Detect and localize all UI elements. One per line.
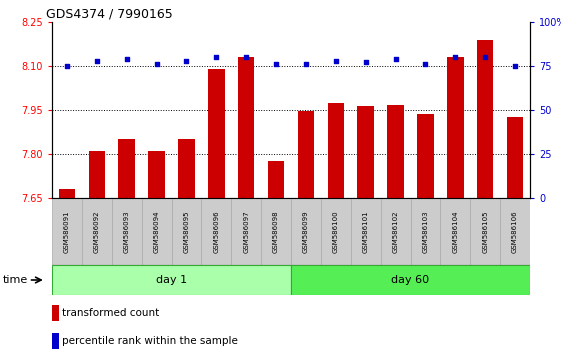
Point <box>481 55 490 60</box>
Text: GSM586104: GSM586104 <box>452 210 458 253</box>
Text: percentile rank within the sample: percentile rank within the sample <box>62 336 238 346</box>
Point <box>391 56 400 62</box>
Bar <box>380 198 411 265</box>
Text: GSM586101: GSM586101 <box>363 210 369 253</box>
Text: day 60: day 60 <box>392 275 430 285</box>
Bar <box>59 189 75 198</box>
Point <box>62 63 71 69</box>
Point <box>421 61 430 67</box>
Point <box>242 55 251 60</box>
Text: GSM586093: GSM586093 <box>123 210 130 253</box>
Bar <box>470 198 500 265</box>
Text: GSM586100: GSM586100 <box>333 210 339 253</box>
Text: GSM586092: GSM586092 <box>94 210 100 253</box>
Text: transformed count: transformed count <box>62 308 159 318</box>
Text: GSM586096: GSM586096 <box>213 210 219 253</box>
Text: GDS4374 / 7990165: GDS4374 / 7990165 <box>47 7 173 20</box>
Bar <box>268 161 284 198</box>
Bar <box>500 198 530 265</box>
Bar <box>507 117 523 198</box>
Bar <box>351 198 380 265</box>
Text: GSM586098: GSM586098 <box>273 210 279 253</box>
Bar <box>52 306 59 320</box>
Bar <box>417 114 434 198</box>
Bar <box>387 105 404 198</box>
Bar <box>118 139 135 198</box>
Bar <box>89 151 105 198</box>
Bar <box>411 198 440 265</box>
Bar <box>82 198 112 265</box>
Point <box>332 58 341 64</box>
Bar <box>291 265 530 295</box>
Point <box>451 55 460 60</box>
Text: time: time <box>3 275 28 285</box>
Bar <box>208 69 224 198</box>
Text: GSM586103: GSM586103 <box>422 210 429 253</box>
Bar <box>112 198 141 265</box>
Bar <box>141 198 172 265</box>
Bar <box>201 198 231 265</box>
Bar <box>477 40 494 198</box>
Point <box>301 61 310 67</box>
Bar <box>440 198 470 265</box>
Bar <box>238 57 254 198</box>
Bar <box>231 198 261 265</box>
Bar <box>357 107 374 198</box>
Bar <box>298 112 314 198</box>
Text: GSM586099: GSM586099 <box>303 210 309 253</box>
Bar <box>261 198 291 265</box>
Point <box>93 58 102 64</box>
Point <box>152 61 161 67</box>
Point <box>361 59 370 65</box>
Point <box>182 58 191 64</box>
Text: day 1: day 1 <box>156 275 187 285</box>
Bar <box>52 198 82 265</box>
Bar <box>321 198 351 265</box>
Point <box>272 61 280 67</box>
Bar <box>52 333 59 349</box>
Point <box>511 63 519 69</box>
Bar <box>172 198 201 265</box>
Bar <box>291 198 321 265</box>
Text: GSM586102: GSM586102 <box>393 210 398 253</box>
Text: GSM586091: GSM586091 <box>64 210 70 253</box>
Text: GSM586095: GSM586095 <box>183 210 190 253</box>
Point <box>212 55 221 60</box>
Bar <box>447 57 463 198</box>
Text: GSM586097: GSM586097 <box>243 210 249 253</box>
Point <box>122 56 131 62</box>
Text: GSM586106: GSM586106 <box>512 210 518 253</box>
Bar <box>52 265 291 295</box>
Bar <box>148 151 165 198</box>
Text: GSM586105: GSM586105 <box>482 210 488 253</box>
Text: GSM586094: GSM586094 <box>154 210 159 253</box>
Bar <box>178 139 195 198</box>
Bar <box>328 103 344 198</box>
